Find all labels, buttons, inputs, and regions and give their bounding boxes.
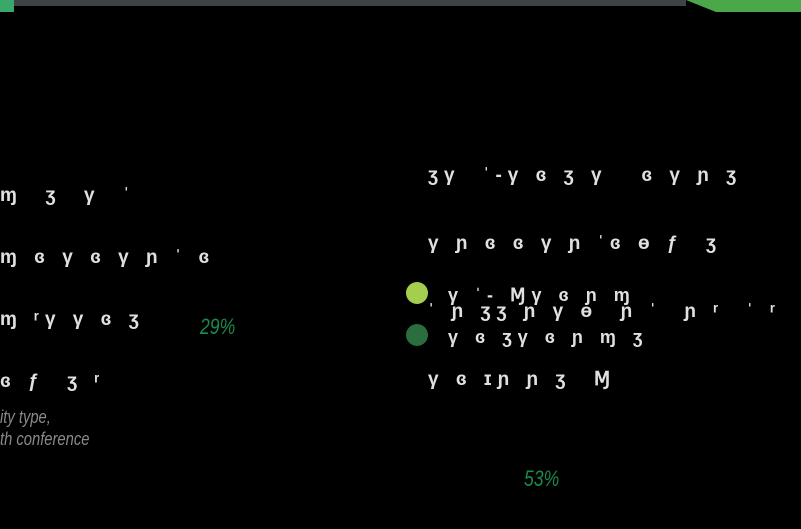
right-text-fragment: ʒγ ˈ-γ ɞ ʒ γ ɞ γ ɲ ʒ γ ɲ ɞ ɞ γ ɲ ˈɞ ɵ ƒ … bbox=[428, 128, 798, 438]
legend-item: γ ˈ- Ɱγ ɞ ɲ ɱ bbox=[404, 282, 704, 306]
data-label-percent: 29% bbox=[200, 314, 236, 339]
legend-label: γ ɞ ʒγ ɞ ɲ ɱ ʒ bbox=[448, 327, 649, 347]
data-label-percent: 53% bbox=[524, 466, 560, 491]
footnote-line: th conference bbox=[0, 429, 90, 449]
footnote-line: ity type, bbox=[0, 407, 51, 427]
left-text-fragment: ɱ ʒ γ ˈ ɱ ɞ γ ɞ γ ɲ ˈ ɞ ɱ ʳγ γ ɞ ʒ ɞ ƒ ʒ… bbox=[0, 148, 216, 434]
left-fragment-line: ɱ ʳγ γ ɞ ʒ bbox=[0, 309, 145, 330]
legend: γ ˈ- Ɱγ ɞ ɲ ɱ γ ɞ ʒγ ɞ ɲ ɱ ʒ bbox=[404, 282, 704, 352]
right-fragment-line: ˈ ɲ ʒʒ ɲ γ ɵ ɲ ˈ ɲ ʳ ˈ ʳ bbox=[428, 301, 782, 322]
legend-swatch-light-green bbox=[406, 282, 428, 304]
left-fragment-line: ɱ ɞ γ ɞ γ ɲ ˈ ɞ bbox=[0, 247, 216, 268]
legend-swatch-dark-green bbox=[406, 324, 428, 346]
left-fragment-line: ɞ ƒ ʒ ʳ bbox=[0, 371, 106, 392]
top-decorative-strip bbox=[0, 0, 801, 12]
right-fragment-line: ʒγ ˈ-γ ɞ ʒ γ ɞ γ ɲ ʒ bbox=[428, 165, 743, 186]
legend-item: γ ɞ ʒγ ɞ ɲ ɱ ʒ bbox=[404, 324, 704, 348]
right-fragment-line: γ ɞ ɪɲ ɲ ʒ Ɱ bbox=[428, 369, 617, 390]
left-fragment-line: ɱ ʒ γ ˈ bbox=[0, 185, 136, 206]
right-fragment-line: γ ɲ ɞ ɞ γ ɲ ˈɞ ɵ ƒ ʒ bbox=[428, 233, 722, 254]
footnote: ity type, th conference bbox=[0, 406, 123, 450]
legend-label: γ ˈ- Ɱγ ɞ ɲ ɱ bbox=[448, 285, 636, 305]
